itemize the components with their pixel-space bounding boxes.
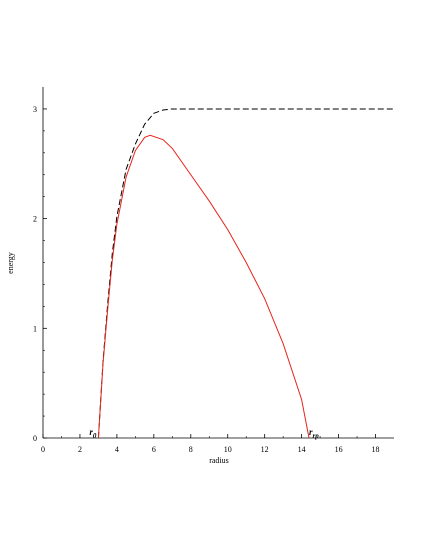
annotation-sub: rp [313, 432, 320, 440]
y-tick-label: 1 [33, 324, 37, 333]
y-tick-label: 3 [33, 105, 37, 114]
x-tick-label: 10 [224, 445, 232, 454]
annotation: r0 [89, 427, 97, 440]
annotation-text: r [309, 427, 313, 437]
y-tick-label: 2 [33, 215, 37, 224]
x-tick-label: 14 [298, 445, 306, 454]
x-tick-label: 18 [372, 445, 380, 454]
x-tick-label: 8 [189, 445, 193, 454]
line-series [97, 108, 394, 439]
y-axis-label: energy [6, 252, 15, 274]
x-tick-label: 2 [78, 445, 82, 454]
x-tick-label: 12 [261, 445, 269, 454]
x-axis-label: radius [209, 456, 229, 465]
annotation-text: r [89, 427, 93, 437]
annotation: rrp [309, 427, 319, 440]
y-tick-label: 0 [33, 434, 37, 443]
x-tick-label: 16 [335, 445, 343, 454]
x-tick-label: 6 [152, 445, 156, 454]
x-tick-label: 0 [41, 445, 45, 454]
line-series [97, 134, 310, 439]
annotation-sub: 0 [93, 432, 97, 440]
x-tick-label: 4 [115, 445, 119, 454]
